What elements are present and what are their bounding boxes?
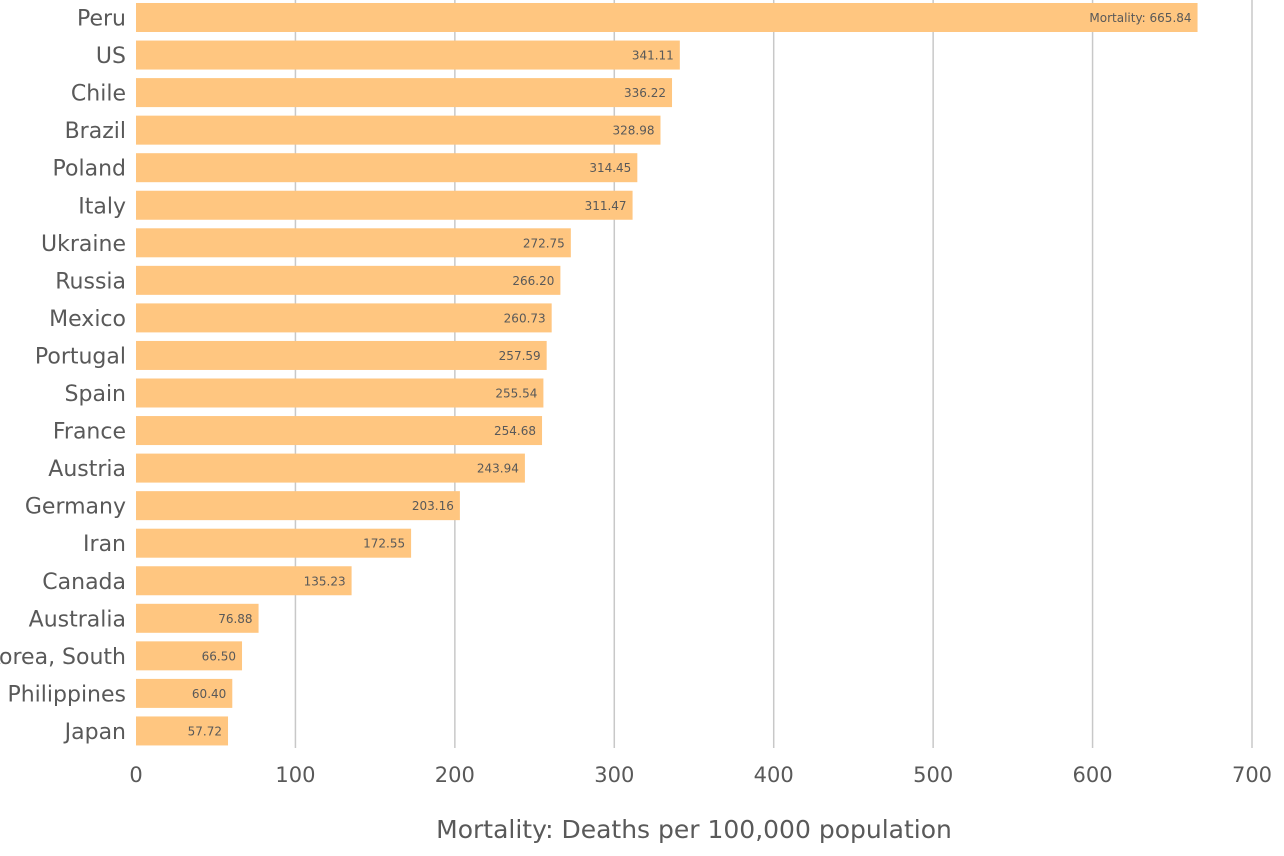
data-label: 60.40 bbox=[192, 687, 226, 701]
category-label: Brazil bbox=[65, 119, 126, 144]
category-label: Russia bbox=[55, 269, 126, 294]
category-label: Canada bbox=[42, 570, 126, 595]
bar bbox=[136, 3, 1198, 32]
x-axis-title: Mortality: Deaths per 100,000 population bbox=[436, 815, 952, 844]
category-label: Peru bbox=[77, 7, 126, 32]
bar bbox=[136, 340, 547, 370]
x-tick-label: 600 bbox=[1073, 763, 1113, 787]
x-tick-label: 0 bbox=[129, 763, 142, 787]
category-label: France bbox=[53, 420, 126, 445]
category-label: Austria bbox=[48, 457, 126, 482]
bar bbox=[136, 566, 352, 596]
bar bbox=[136, 265, 561, 295]
category-label: Australia bbox=[29, 607, 126, 632]
data-label: 255.54 bbox=[495, 387, 537, 401]
bar bbox=[136, 416, 543, 446]
category-label: Portugal bbox=[35, 344, 126, 369]
category-label: Mexico bbox=[49, 307, 126, 332]
data-label: 260.73 bbox=[504, 311, 546, 325]
category-label: US bbox=[96, 44, 126, 69]
bars bbox=[136, 3, 1198, 746]
x-tick-label: 300 bbox=[594, 763, 634, 787]
bar bbox=[136, 678, 233, 708]
data-label: 341.11 bbox=[632, 49, 674, 63]
category-label: Japan bbox=[63, 720, 126, 745]
x-tick-label: 200 bbox=[435, 763, 475, 787]
category-label: Italy bbox=[78, 194, 126, 219]
x-tick-label: 500 bbox=[913, 763, 953, 787]
bar bbox=[136, 641, 243, 671]
bar bbox=[136, 40, 680, 70]
data-label: 328.98 bbox=[612, 124, 654, 138]
bar bbox=[136, 491, 460, 521]
bar bbox=[136, 528, 412, 558]
data-label: 76.88 bbox=[218, 612, 252, 626]
bar bbox=[136, 115, 661, 145]
gridlines bbox=[294, 0, 1253, 748]
data-label: 172.55 bbox=[363, 537, 405, 551]
bar bbox=[136, 378, 544, 408]
category-label: Germany bbox=[25, 495, 126, 520]
bar bbox=[136, 303, 552, 333]
category-label: Korea, South bbox=[0, 645, 126, 670]
bar bbox=[136, 153, 638, 183]
x-tick-label: 700 bbox=[1232, 763, 1272, 787]
data-label: 257.59 bbox=[499, 349, 541, 363]
data-label: 272.75 bbox=[523, 236, 565, 250]
x-tick-label: 400 bbox=[754, 763, 794, 787]
data-label: 57.72 bbox=[188, 724, 222, 738]
data-label: 243.94 bbox=[477, 462, 519, 476]
category-label: Philippines bbox=[7, 682, 126, 707]
x-tick-label: 100 bbox=[275, 763, 315, 787]
bar bbox=[136, 603, 259, 633]
data-label: 203.16 bbox=[412, 499, 454, 513]
x-tick-labels: 0 100 200 300 400 500 600 700 bbox=[129, 763, 1272, 787]
bar bbox=[136, 716, 229, 746]
category-label: Spain bbox=[65, 382, 126, 407]
category-label: Ukraine bbox=[41, 232, 126, 257]
data-labels: Mortality: 665.84 341.11 336.22 328.98 314.4… bbox=[188, 11, 1192, 738]
bar bbox=[136, 228, 571, 258]
bar bbox=[136, 190, 633, 220]
category-labels: Peru US Chile Brazil Poland Italy Ukraine Russi… bbox=[0, 7, 126, 745]
category-label: Poland bbox=[53, 157, 126, 182]
data-label: 66.50 bbox=[202, 649, 236, 663]
data-label: 311.47 bbox=[585, 199, 627, 213]
category-label: Iran bbox=[83, 532, 126, 557]
data-label: 336.22 bbox=[624, 86, 666, 100]
data-label: 266.20 bbox=[512, 274, 554, 288]
data-label: 254.68 bbox=[494, 424, 536, 438]
data-label: 135.23 bbox=[304, 574, 346, 588]
bar bbox=[136, 78, 673, 108]
data-label: 314.45 bbox=[589, 161, 631, 175]
bar bbox=[136, 453, 525, 483]
category-label: Chile bbox=[71, 82, 126, 107]
data-label: Mortality: 665.84 bbox=[1089, 11, 1191, 25]
